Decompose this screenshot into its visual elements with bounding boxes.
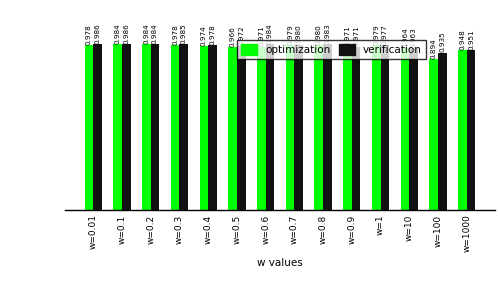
- Text: 0.983: 0.983: [324, 24, 330, 44]
- Text: 0.951: 0.951: [468, 29, 474, 50]
- Text: 0.978: 0.978: [86, 24, 92, 45]
- Bar: [171, 45, 179, 210]
- Text: 0.979: 0.979: [287, 24, 293, 45]
- Bar: [372, 45, 380, 210]
- Text: 0.985: 0.985: [180, 23, 186, 44]
- Text: 0.978: 0.978: [210, 24, 216, 45]
- Text: 0.979: 0.979: [374, 24, 380, 45]
- Bar: [142, 44, 150, 210]
- Bar: [438, 53, 446, 210]
- Bar: [114, 44, 122, 210]
- Bar: [208, 45, 217, 210]
- Text: 0.963: 0.963: [410, 27, 416, 48]
- Bar: [410, 48, 418, 210]
- Bar: [150, 44, 160, 210]
- Bar: [84, 45, 93, 210]
- Text: 0.986: 0.986: [123, 23, 129, 44]
- Text: 0.971: 0.971: [258, 26, 264, 46]
- Bar: [93, 44, 102, 210]
- Bar: [430, 59, 438, 210]
- Bar: [323, 45, 332, 210]
- Text: 0.980: 0.980: [316, 24, 322, 45]
- Text: 0.935: 0.935: [440, 32, 446, 52]
- Text: 0.964: 0.964: [402, 27, 408, 47]
- Bar: [237, 46, 246, 210]
- Text: 0.984: 0.984: [114, 23, 120, 44]
- Text: 0.984: 0.984: [267, 23, 273, 44]
- Text: 0.972: 0.972: [238, 25, 244, 46]
- Bar: [314, 45, 323, 210]
- Bar: [257, 47, 266, 210]
- Bar: [352, 47, 360, 210]
- Bar: [458, 50, 467, 210]
- X-axis label: w values: w values: [257, 258, 303, 268]
- Bar: [467, 50, 475, 210]
- Text: 0.948: 0.948: [460, 29, 466, 50]
- Bar: [380, 45, 389, 210]
- Bar: [266, 44, 274, 210]
- Bar: [228, 47, 237, 210]
- Text: 0.984: 0.984: [152, 23, 158, 44]
- Legend: optimization, verification: optimization, verification: [237, 40, 426, 59]
- Text: 0.984: 0.984: [144, 23, 150, 44]
- Bar: [343, 47, 352, 210]
- Text: 0.980: 0.980: [296, 24, 302, 45]
- Text: 0.986: 0.986: [94, 23, 100, 44]
- Bar: [400, 48, 409, 210]
- Text: 0.894: 0.894: [431, 38, 437, 59]
- Bar: [180, 44, 188, 210]
- Text: 0.966: 0.966: [230, 26, 235, 47]
- Text: 0.977: 0.977: [382, 24, 388, 45]
- Text: 0.978: 0.978: [172, 24, 178, 45]
- Bar: [294, 45, 303, 210]
- Text: 0.971: 0.971: [353, 26, 359, 46]
- Text: 0.971: 0.971: [344, 26, 350, 46]
- Bar: [122, 44, 130, 210]
- Bar: [286, 45, 294, 210]
- Bar: [200, 46, 208, 210]
- Text: 0.974: 0.974: [201, 25, 207, 46]
